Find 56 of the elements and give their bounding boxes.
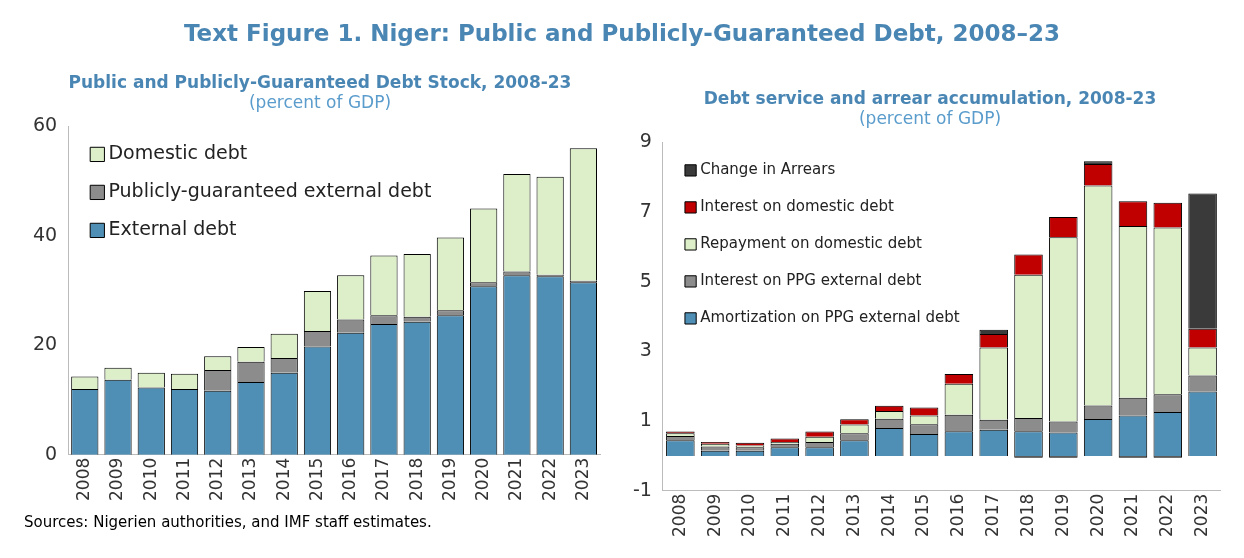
x-tick-label: 2012 [808, 493, 829, 537]
x-tick-label: 2009 [703, 493, 724, 537]
chart-title: Debt service and arrear accumulation, 2008-23 [702, 88, 1158, 108]
x-tick-label: 2009 [106, 457, 127, 501]
y-tick-label: 5 [639, 268, 652, 291]
x-tick-label: 2022 [538, 457, 559, 501]
x-tick-label: 2023 [571, 457, 592, 501]
chart-subtitle: (percent of GDP) [247, 92, 393, 112]
y-tick-label: 40 [32, 222, 58, 245]
y-tick-label: 20 [32, 332, 58, 355]
x-tick-label: 2014 [272, 457, 293, 501]
x-tick-label: 2008 [73, 457, 94, 501]
x-tick-label: 2008 [668, 493, 689, 537]
x-tick-label: 2019 [1051, 493, 1072, 537]
legend-label: External debt [108, 217, 237, 240]
legend-label: Interest on domestic debt [700, 197, 894, 216]
x-tick-label: 2013 [239, 457, 260, 501]
x-tick-label: 2023 [1191, 493, 1212, 537]
x-tick-label: 2017 [982, 493, 1003, 537]
x-tick-label: 2016 [339, 457, 360, 501]
x-tick-label: 2018 [405, 457, 426, 501]
chart-title: Public and Publicly-Guaranteed Debt Stock, 2008-23 [67, 72, 573, 92]
y-tick-label: 3 [639, 338, 652, 361]
chart-subtitle: (percent of GDP) [857, 108, 1003, 128]
x-tick-label: 2018 [1016, 493, 1037, 537]
legend-label: Interest on PPG external debt [700, 271, 922, 290]
legend-label: Domestic debt [108, 141, 248, 164]
x-tick-label: 2011 [773, 493, 794, 537]
x-tick-label: 2013 [842, 493, 863, 537]
y-tick-label: -1 [632, 477, 652, 500]
legend-label: Change in Arrears [700, 160, 836, 179]
x-tick-label: 2022 [1156, 493, 1177, 537]
x-tick-label: 2020 [1086, 493, 1107, 537]
legend-label: Publicly-guaranteed external debt [108, 179, 432, 202]
x-tick-label: 2021 [1121, 493, 1142, 537]
text: Text Figure 1. Niger: Public and Publicly-Guaranteed Debt, 2008–23 [183, 20, 1061, 46]
y-tick-label: 1 [639, 408, 652, 431]
y-tick-label: 0 [45, 441, 58, 464]
x-tick-label: 2011 [172, 457, 193, 501]
x-tick-label: 2015 [305, 457, 326, 501]
legend-label: Repayment on domestic debt [700, 234, 922, 253]
source-note: Sources: Nigerien authorities, and IMF staff estimates. [24, 513, 432, 531]
y-tick-label: 7 [639, 199, 652, 221]
x-tick-label: 2010 [139, 457, 160, 501]
x-tick-label: 2021 [505, 457, 526, 501]
x-tick-label: 2019 [438, 457, 459, 501]
x-tick-label: 2014 [877, 493, 898, 537]
x-tick-label: 2016 [947, 493, 968, 537]
y-tick-label: 60 [32, 113, 58, 136]
x-tick-label: 2020 [472, 457, 493, 501]
y-tick-label: 9 [639, 129, 652, 152]
x-tick-label: 2017 [372, 457, 393, 501]
x-tick-label: 2010 [738, 493, 759, 537]
x-tick-label: 2012 [206, 457, 227, 501]
x-tick-label: 2015 [912, 493, 933, 537]
legend-label: Amortization on PPG external debt [700, 308, 960, 327]
